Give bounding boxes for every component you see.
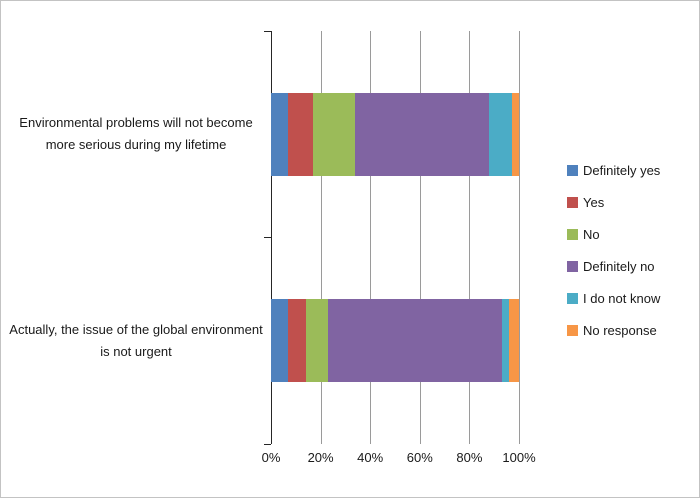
legend-label: Definitely yes [583,163,661,178]
gridline [469,31,471,444]
gridline [320,31,322,444]
legend-label: Definitely no [583,259,655,274]
legend-label: No [583,227,600,242]
y-axis-tick [264,237,271,238]
legend-item: No response [567,323,660,338]
legend-swatch [567,229,578,240]
x-axis-tick-label: 80% [456,450,483,465]
y-axis-line [271,31,272,444]
legend-label: Yes [583,195,605,210]
bar-segment-yes [288,92,314,176]
legend-swatch [567,165,578,176]
bar-segment-no-response [509,299,519,383]
category-axis-labels: Environmental problems will not become m… [9,31,263,444]
bar-segment-no-response [511,92,519,176]
bar-segment-i-do-not-know [501,299,510,383]
bar-segment-i-do-not-know [489,92,512,176]
gridline [370,31,372,444]
stacked-bar [271,92,519,176]
legend-label: No response [583,323,657,338]
x-axis-tick-label: 60% [406,450,433,465]
y-axis-tick [264,443,271,445]
bar-segment-definitely-no [355,92,490,176]
bar-segment-definitely-no [328,299,502,383]
stacked-bar [271,299,519,383]
category-label: Environmental problems will not become m… [19,115,253,153]
legend-swatch [567,293,578,304]
x-axis-tick-label: 40% [357,450,384,465]
x-axis-tick-labels: 0% 20% 40% 60% 80% 100% [262,450,536,468]
x-axis-tick-label: 20% [307,450,334,465]
legend-item: Yes [567,195,660,210]
legend: Definitely yes Yes No Definitely no I do not… [567,163,661,356]
bar-segment-definitely-yes [271,92,289,176]
legend-item: I do not know [567,291,661,306]
bar-segment-yes [288,299,306,383]
y-axis-tick [264,30,271,32]
x-axis-tick-label: 0% [261,450,281,465]
legend-swatch [567,197,578,208]
legend-item: Definitely yes [567,163,661,178]
legend-swatch [567,261,578,272]
bar-segment-no [305,299,329,383]
legend-item: No [567,227,660,242]
gridline [519,31,520,444]
category-label: Actually, the issue of the global enviro… [9,321,263,359]
gridline [419,31,421,444]
legend-label: I do not know [583,291,661,306]
legend-item: Definitely no [567,259,660,274]
plot-area [264,30,520,445]
x-axis-tick-label: 100% [502,450,536,465]
bar-segment-definitely-yes [271,299,289,383]
bar-segment-no [313,92,356,176]
legend-swatch [567,325,578,336]
